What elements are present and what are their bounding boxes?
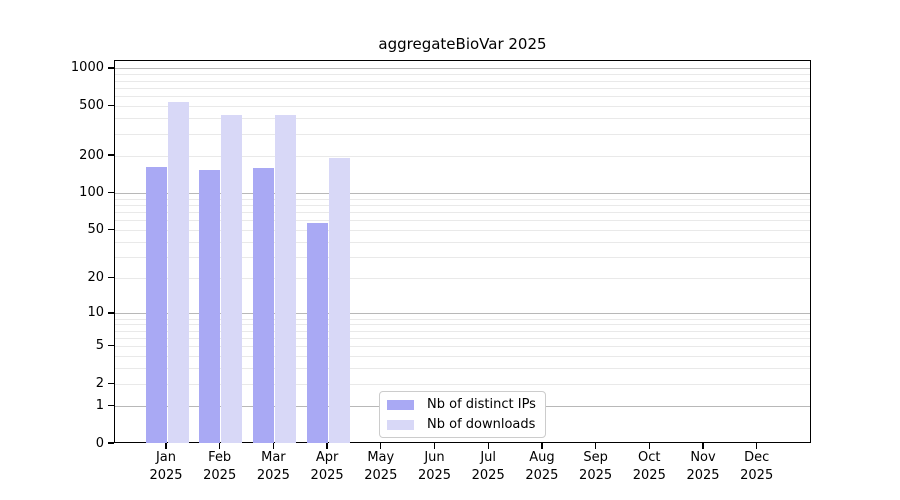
x-tick-label: Jul 2025: [471, 450, 505, 483]
x-axis-tick: [648, 443, 650, 449]
bar-distinct-ips-feb: [199, 169, 221, 443]
legend-entry-downloads: Nb of downloads: [387, 415, 545, 435]
y-axis-tick: [108, 442, 114, 444]
minor-gridline: [115, 383, 810, 385]
legend-swatch-distinct-ips: [387, 399, 414, 410]
y-tick-label: 200: [79, 147, 104, 163]
x-tick-label: Mar 2025: [256, 450, 290, 483]
x-axis-tick: [756, 443, 758, 449]
bar-downloads-apr: [328, 158, 350, 443]
x-axis-tick: [380, 443, 382, 449]
minor-gridline: [115, 155, 810, 157]
y-axis-tick: [108, 67, 114, 69]
minor-gridline: [115, 324, 810, 326]
y-axis-tick: [108, 104, 114, 107]
minor-gridline: [115, 96, 810, 98]
minor-gridline: [115, 204, 810, 206]
bar-distinct-ips-apr: [306, 222, 328, 443]
y-axis-tick: [108, 228, 114, 231]
minor-gridline: [115, 278, 810, 280]
x-tick-label: Jan 2025: [149, 450, 183, 483]
x-tick-label: Jun 2025: [417, 450, 452, 483]
y-axis-tick: [108, 154, 114, 156]
y-tick-label: 1000: [70, 60, 104, 76]
minor-gridline: [115, 356, 810, 358]
y-tick-label: 20: [87, 270, 104, 286]
x-axis-tick: [433, 443, 436, 449]
x-tick-label: Apr 2025: [310, 450, 344, 483]
bar-downloads-feb: [221, 114, 243, 443]
minor-gridline: [115, 212, 810, 214]
minor-gridline: [115, 106, 810, 108]
minor-gridline: [115, 220, 810, 222]
bar-distinct-ips-jan: [145, 167, 167, 443]
bar-downloads-mar: [274, 114, 296, 443]
minor-gridline: [115, 74, 810, 76]
legend: Nb of distinct IPs Nb of downloads: [379, 391, 546, 438]
x-axis-tick: [702, 443, 704, 449]
y-axis-tick: [108, 277, 114, 279]
y-axis-tick: [108, 345, 114, 347]
legend-label-downloads: Nb of downloads: [427, 417, 536, 432]
y-tick-label: 500: [79, 98, 104, 114]
x-axis-tick: [219, 443, 221, 449]
x-tick-label: Sep 2025: [579, 450, 613, 483]
minor-gridline: [115, 230, 810, 232]
x-axis-tick: [487, 443, 489, 449]
y-tick-label: 100: [79, 184, 104, 200]
x-axis-tick: [272, 443, 275, 449]
minor-gridline: [115, 337, 810, 339]
x-axis-tick: [326, 443, 328, 449]
y-axis-tick: [108, 191, 114, 194]
x-axis-tick: [165, 443, 167, 449]
x-tick-label: Dec 2025: [740, 450, 774, 483]
major-gridline: [115, 68, 810, 70]
minor-gridline: [115, 330, 810, 332]
plot-area: Nb of distinct IPs Nb of downloads: [114, 60, 811, 443]
y-tick-label: 2: [95, 375, 104, 391]
major-gridline: [115, 313, 810, 315]
minor-gridline: [115, 80, 810, 82]
minor-gridline: [115, 118, 810, 120]
legend-swatch-downloads: [387, 419, 414, 430]
x-tick-label: Nov 2025: [686, 450, 720, 483]
y-tick-label: 5: [95, 338, 104, 354]
bar-distinct-ips-mar: [252, 168, 274, 443]
x-tick-label: Oct 2025: [632, 450, 666, 483]
minor-gridline: [115, 318, 810, 320]
major-gridline: [115, 192, 810, 194]
minor-gridline: [115, 257, 810, 259]
minor-gridline: [115, 198, 810, 200]
y-axis-tick: [108, 312, 114, 314]
x-tick-label: Feb 2025: [203, 450, 237, 483]
y-tick-label: 50: [87, 222, 104, 238]
x-tick-label: May 2025: [364, 450, 398, 483]
minor-gridline: [115, 133, 810, 135]
minor-gridline: [115, 368, 810, 370]
legend-entry-distinct-ips: Nb of distinct IPs: [387, 395, 545, 415]
y-axis-tick: [108, 404, 114, 407]
x-tick-label: Aug 2025: [525, 450, 559, 483]
chart-title: aggregateBioVar 2025: [378, 35, 547, 53]
y-tick-label: 10: [87, 305, 104, 321]
x-axis-tick: [541, 443, 543, 449]
legend-label-distinct-ips: Nb of distinct IPs: [427, 397, 536, 412]
x-axis-tick: [594, 443, 597, 449]
y-axis-tick: [108, 382, 114, 385]
bar-downloads-jan: [167, 102, 189, 443]
minor-gridline: [115, 241, 810, 243]
y-tick-label: 0: [95, 435, 104, 451]
y-tick-label: 1: [95, 397, 104, 413]
minor-gridline: [115, 87, 810, 89]
minor-gridline: [115, 346, 810, 348]
